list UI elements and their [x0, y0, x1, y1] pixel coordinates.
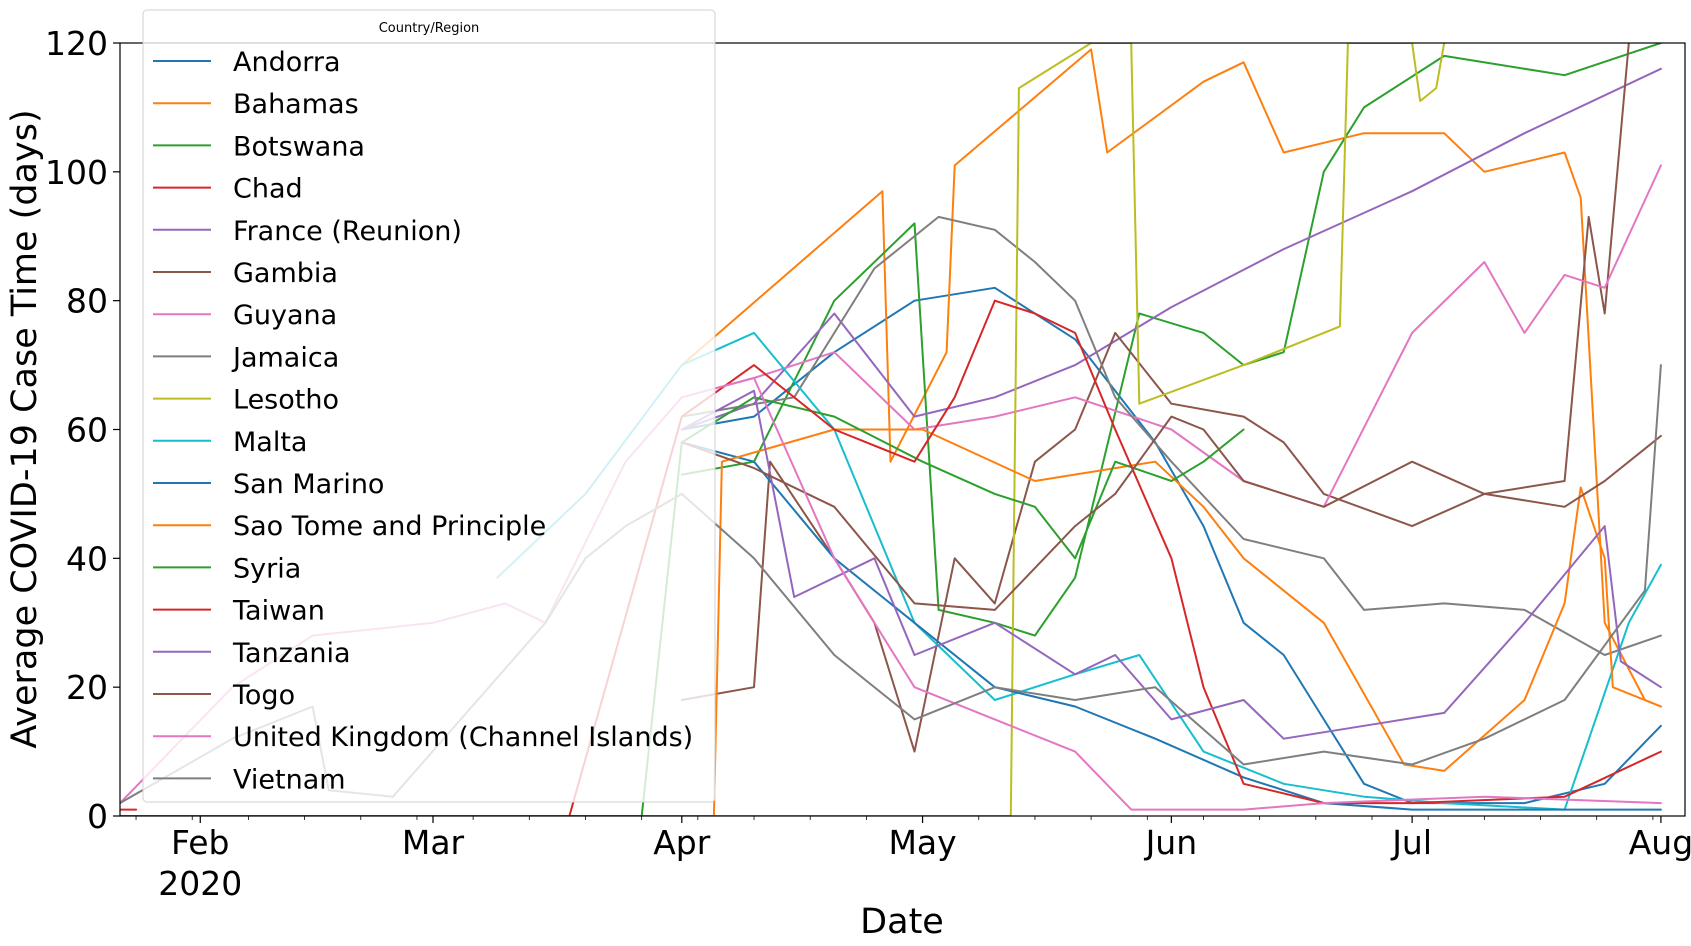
legend-label: Vietnam: [233, 764, 346, 795]
y-tick-label: 40: [66, 539, 108, 578]
legend-entries: Andorra Bahamas Botswana Chad France (Reunio…: [153, 47, 693, 795]
legend-label: United Kingdom (Channel Islands): [233, 722, 693, 753]
series-line: [680, 67, 1662, 431]
legend-label: Guyana: [233, 300, 337, 331]
x-axis-label: Date: [860, 902, 944, 942]
legend-label: Syria: [233, 553, 301, 584]
legend-label: Jamaica: [231, 342, 339, 373]
y-tick-label: 20: [66, 668, 108, 707]
series-line: [568, 299, 1662, 816]
legend-label: Lesotho: [233, 385, 339, 416]
x-tick-label: Aug: [1629, 823, 1691, 862]
series-line: [496, 331, 1662, 811]
y-tick-label: 60: [66, 411, 108, 450]
y-tick-label: 0: [87, 797, 108, 836]
x-tick-label: Feb: [171, 823, 229, 862]
legend-label: Tanzania: [232, 638, 351, 669]
series-line: [120, 43, 1446, 816]
series-line: [680, 389, 1662, 740]
series-line: [680, 441, 1662, 811]
legend-label: Bahamas: [233, 89, 359, 120]
x-tick-sublabel: 2020: [158, 864, 242, 903]
series-layer: [120, 43, 1662, 816]
legend: Country/Region Andorra Bahamas Botswana Cha…: [142, 9, 716, 803]
x-tick-label: Apr: [653, 823, 711, 862]
x-tick-label: Jun: [1144, 823, 1198, 862]
legend-label: San Marino: [233, 469, 384, 500]
x-tick-label: Jul: [1390, 823, 1432, 862]
y-tick-label: 100: [45, 153, 108, 192]
series-line: [680, 286, 1662, 805]
series-line: [680, 215, 1662, 656]
legend-title: Country/Region: [379, 21, 480, 36]
series-line: [120, 428, 1662, 816]
series-line: [680, 43, 1662, 637]
y-tick-label: 120: [45, 24, 108, 63]
legend-label: Gambia: [233, 258, 338, 289]
legend-label: Sao Tome and Principle: [233, 511, 546, 542]
legend-label: Andorra: [233, 47, 341, 78]
legend-label: Malta: [233, 427, 307, 458]
y-axis: 0 20 40 60 80 100 120: [45, 24, 120, 836]
x-tick-label: May: [888, 823, 956, 862]
legend-label: Botswana: [233, 131, 365, 162]
series-line: [680, 415, 1662, 611]
legend-box: [142, 9, 716, 803]
legend-label: Chad: [233, 174, 303, 205]
y-tick-label: 80: [66, 282, 108, 321]
x-tick-label: Mar: [402, 823, 465, 862]
legend-label: France (Reunion): [233, 216, 462, 247]
y-axis-label: Average COVID-19 Case Time (days): [5, 109, 45, 748]
legend-label: Taiwan: [232, 596, 325, 627]
legend-label: Togo: [232, 680, 295, 711]
